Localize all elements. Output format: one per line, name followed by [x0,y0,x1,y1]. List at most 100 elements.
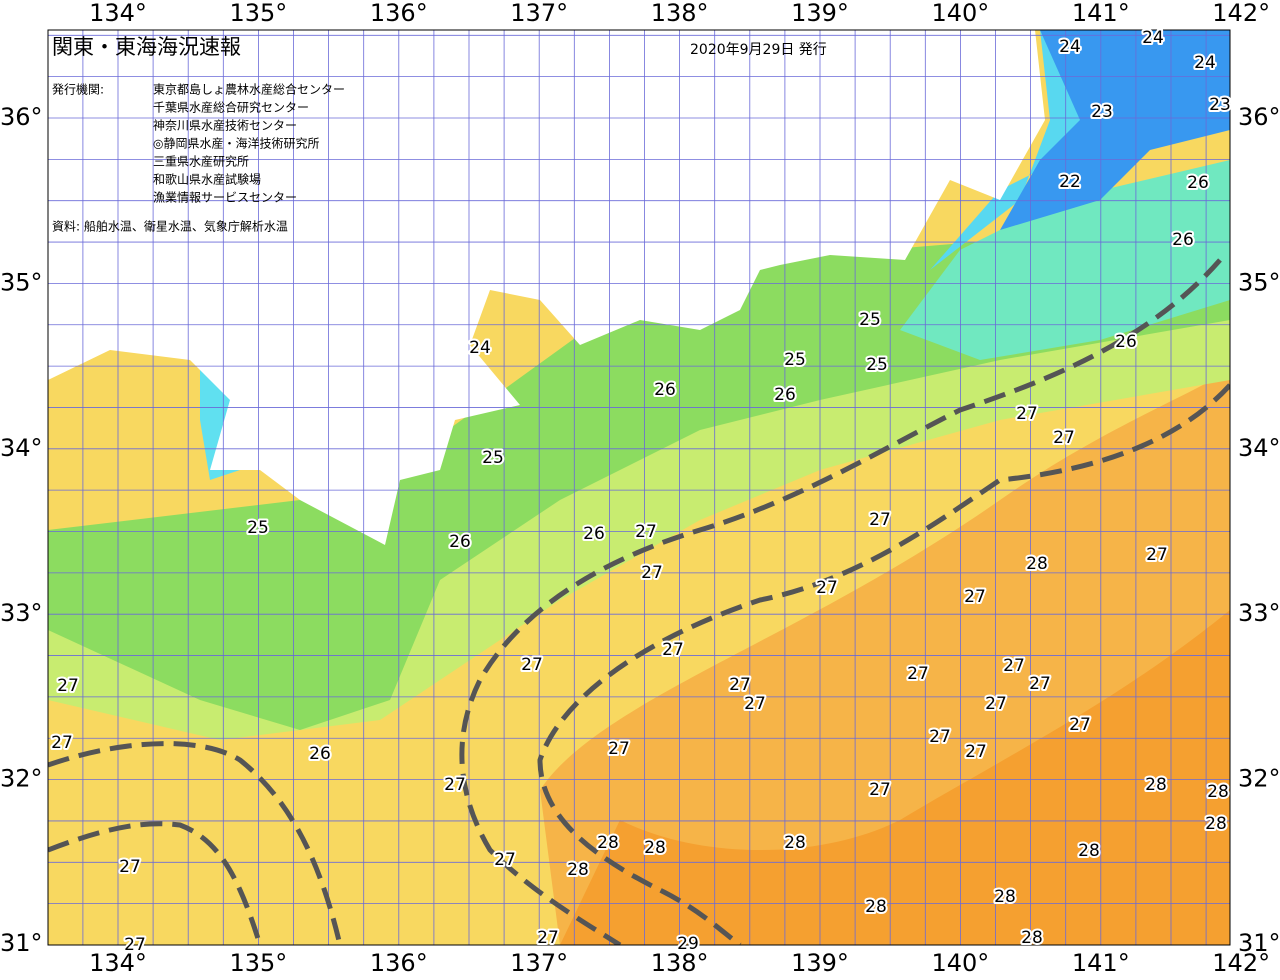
contour-label: 28 [644,838,666,858]
contour-label: 24 [1194,53,1216,73]
contour-label: 28 [597,833,619,853]
contour-label: 24 [1142,28,1164,48]
issuer-label: 発行機関: [52,82,104,97]
latitude-label-left: 32° [0,765,43,793]
longitude-label-top: 141° [1072,0,1130,27]
contour-label: 27 [1029,674,1051,694]
latitude-label-right: 33° [1238,599,1280,627]
contour-label: 27 [641,563,663,583]
latitude-label-left: 31° [0,929,43,957]
issuer: 千葉県水産総合研究センター [153,100,309,115]
contour-label: 25 [247,518,269,538]
contour-label: 27 [51,733,73,753]
contour-label: 27 [662,640,684,660]
contour-label: 23 [1209,95,1231,115]
contour-label: 28 [1026,554,1048,574]
contour-label: 27 [929,727,951,747]
issuer: 漁業情報サービスセンター [153,191,297,205]
latitude-label-right: 32° [1238,765,1280,793]
contour-label: 27 [494,850,516,870]
contour-label: 25 [784,350,806,370]
longitude-label-bottom: 137° [510,949,568,977]
current-axis [48,258,1230,945]
latitude-label-left: 36° [0,103,43,131]
contour-label: 27 [965,742,987,762]
contour-label: 25 [866,355,888,375]
contour-label: 28 [1207,782,1229,802]
graticule [48,30,1230,945]
map-frame [47,29,1231,946]
contour-label: 25 [859,310,881,330]
issuer: ◎静岡県水産・海洋技術研究所 [153,136,319,151]
contour-label: 28 [1078,841,1100,861]
contour-label: 28 [865,897,887,917]
sea-blue [1000,30,1230,230]
contour-label: 27 [521,655,543,675]
contour-label: 29 [677,934,699,954]
longitude-label-top: 138° [651,0,709,27]
contour-label: 24 [1059,37,1081,57]
issuer: 東京都島しょ農林水産総合センター [153,82,345,97]
contour-label: 27 [1003,656,1025,676]
contour-label: 26 [1187,173,1209,193]
contour-label: 27 [964,587,986,607]
contour-label: 27 [869,510,891,530]
contour-label: 26 [583,524,605,544]
contour-label: 27 [729,675,751,695]
contour-label: 27 [1016,404,1038,424]
sea-teal [900,160,1230,360]
longitude-label-bottom: 136° [370,949,428,977]
contour-label: 27 [744,694,766,714]
longitude-label-top: 135° [229,0,287,27]
land [48,30,1045,545]
sea-green [48,230,1230,730]
latitude-label-right: 36° [1238,103,1280,131]
contour-label: 23 [1091,102,1113,122]
longitude-label-top: 142° [1212,0,1270,27]
longitude-label-top: 140° [931,0,989,27]
longitude-label-top: 136° [370,0,428,27]
issuer: 神奈川県水産技術センター [153,118,297,133]
contour-label: 27 [907,664,929,684]
contour-label: 27 [635,522,657,542]
contour-label: 27 [1053,428,1075,448]
contour-label: 26 [1172,230,1194,250]
longitude-label-bottom: 138° [651,949,709,977]
contour-label: 27 [816,578,838,598]
longitude-label-bottom: 141° [1072,949,1130,977]
latitude-label-right: 31° [1238,929,1280,957]
latitude-label-right: 35° [1238,268,1280,296]
contour-label: 28 [567,860,589,880]
issuer: 和歌山県水産試験場 [153,172,261,187]
longitude-label-bottom: 142° [1212,949,1270,977]
data-source: 資料: 船舶水温、衛星水温、気象庁解析水温 [52,219,288,234]
contour-label: 27 [124,935,146,955]
latitude-label-right: 34° [1238,434,1280,462]
contour-label: 26 [309,744,331,764]
issue-date: 2020年9月29日 発行 [690,42,827,58]
contour-label: 26 [774,385,796,405]
longitude-label-bottom: 134° [89,949,147,977]
longitude-label-bottom: 140° [931,949,989,977]
contour-label: 27 [57,676,79,696]
longitude-label-bottom: 135° [229,949,287,977]
contour-label: 27 [985,694,1007,714]
sea-deep-orange [560,610,1230,945]
contour-label: 27 [119,857,141,877]
contour-label: 27 [1069,715,1091,735]
contour-label: 28 [1021,928,1043,948]
contour-label: 28 [1205,814,1227,834]
contour-label: 27 [608,739,630,759]
contour-label: 26 [449,532,471,552]
latitude-label-left: 33° [0,599,43,627]
contour-label: 28 [994,887,1016,907]
contour-label: 24 [469,338,491,358]
contour-label: 22 [1059,172,1081,192]
contour-label: 26 [654,380,676,400]
contour-label: 27 [537,928,559,948]
latitude-label-left: 34° [0,434,43,462]
longitude-label-top: 137° [510,0,568,27]
contour-label: 27 [444,775,466,795]
longitude-label-top: 134° [89,0,147,27]
